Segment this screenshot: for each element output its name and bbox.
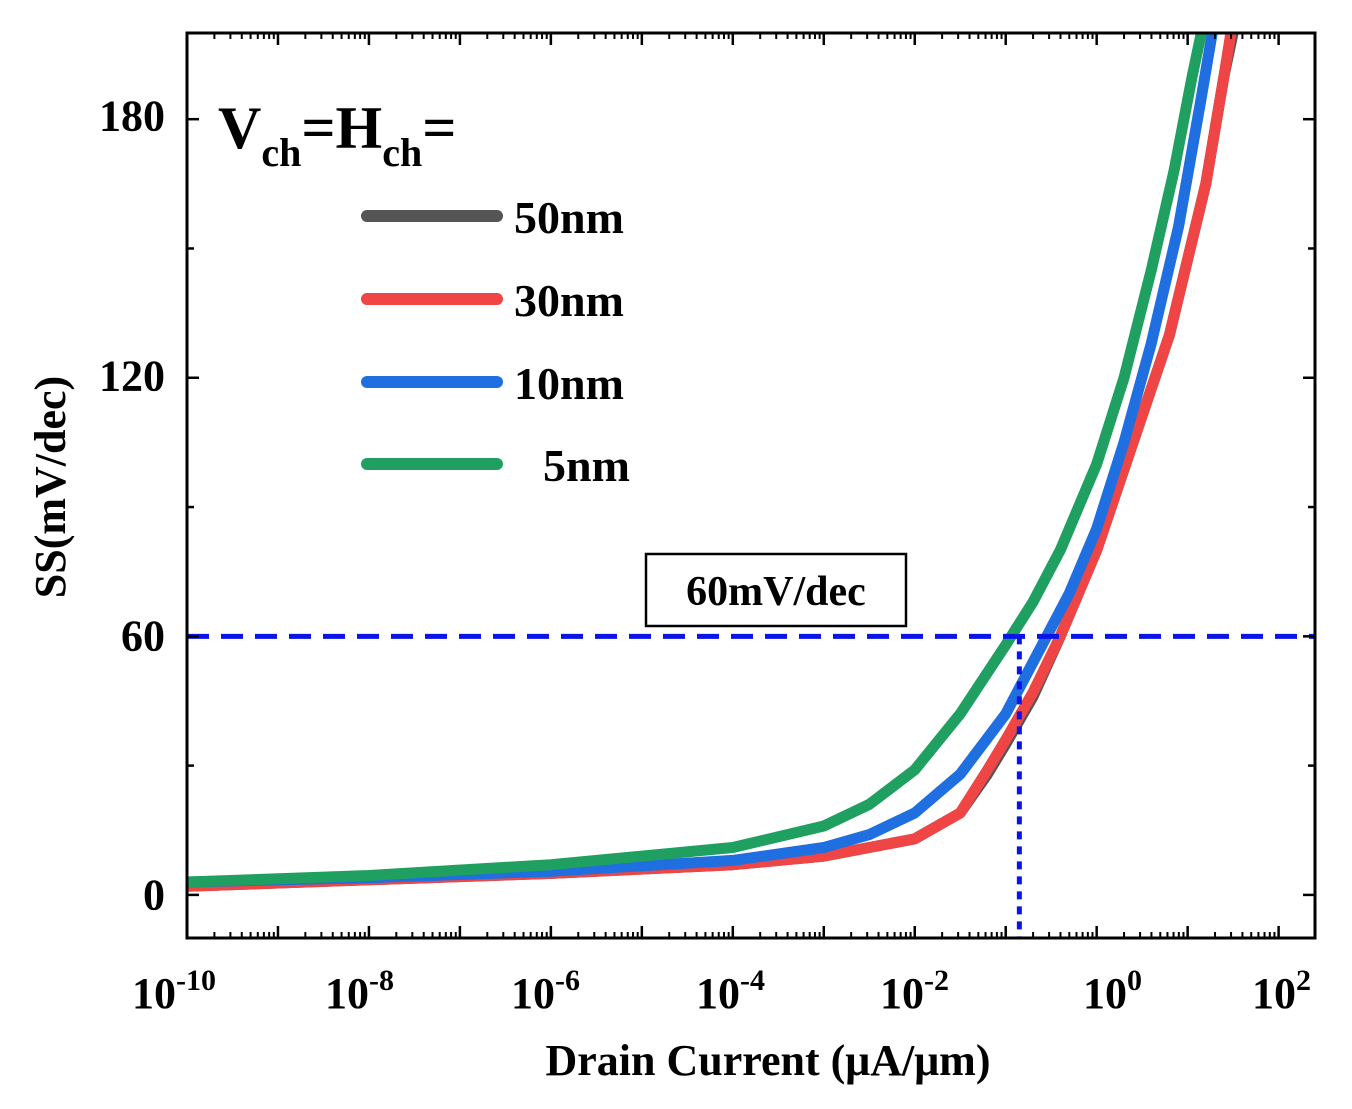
legend-label: 30nm <box>514 275 624 326</box>
y-tick-label: 180 <box>99 92 165 141</box>
legend-title: Vch=Hch= <box>218 95 456 175</box>
series-layer <box>187 33 1239 892</box>
x-tick-label: 100 <box>1083 964 1142 1018</box>
x-tick-label: 10-2 <box>880 964 949 1018</box>
reference-annotation: 60mV/dec <box>644 552 908 628</box>
x-tick-label: 10-10 <box>132 964 216 1018</box>
x-tick-label: 102 <box>1252 964 1311 1018</box>
y-axis-title: SS(mV/dec) <box>26 376 75 598</box>
y-tick-label: 0 <box>143 871 165 920</box>
ticks-layer <box>185 33 1315 938</box>
x-tick-label: 10-8 <box>325 964 394 1018</box>
legend: Vch=Hch= 50nm 30nm 10nm 5nm <box>218 95 630 491</box>
annotation-box <box>644 552 908 628</box>
legend-label: 50nm <box>514 192 624 243</box>
x-axis-title: Drain Current (μA/μm) <box>545 1036 990 1085</box>
x-tick-label: 10-6 <box>511 964 580 1018</box>
x-tick-labels: 10-10 10-8 10-6 10-4 10-2 100 102 <box>132 964 1311 1018</box>
y-tick-label: 60 <box>121 612 165 661</box>
x-tick-label: 10-4 <box>696 964 765 1018</box>
legend-label: 5nm <box>543 440 630 491</box>
reference-layer <box>187 633 1315 938</box>
annotation-label: 60mV/dec <box>686 569 866 615</box>
series-line-5nm <box>187 33 1207 888</box>
series-line-10nm <box>187 33 1218 888</box>
y-tick-label: 120 <box>99 352 165 401</box>
legend-label: 10nm <box>514 358 624 409</box>
plot-frame <box>185 31 1317 940</box>
